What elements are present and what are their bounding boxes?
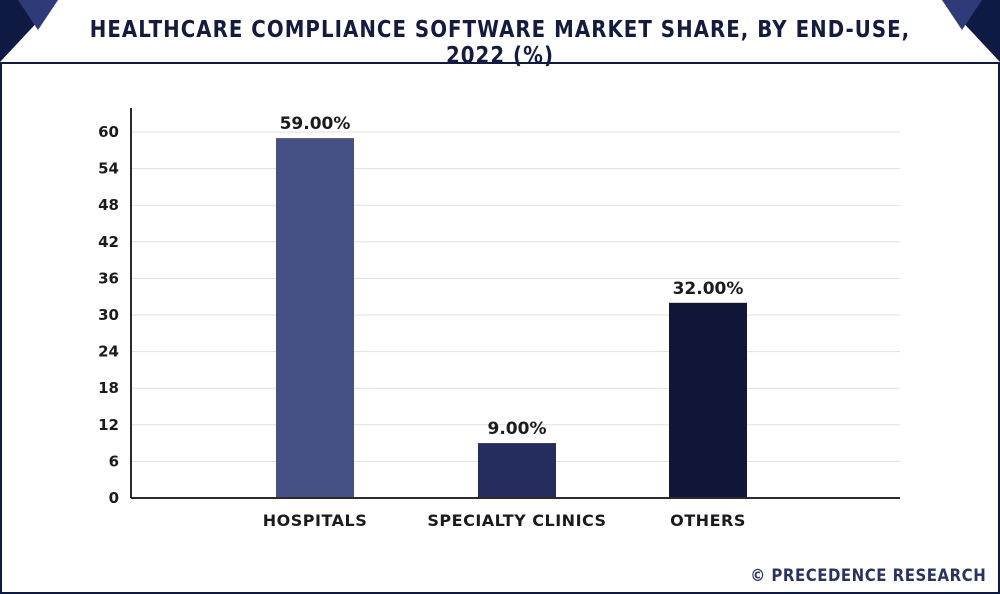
y-tick-label: 6 [109, 452, 119, 470]
bars [276, 138, 747, 498]
y-tick-label: 54 [98, 160, 119, 178]
y-tick-label: 0 [109, 489, 119, 507]
y-tick-label: 36 [98, 269, 119, 287]
data-label: 59.00% [280, 114, 351, 134]
y-tick-label: 48 [98, 196, 119, 214]
corner-decoration-left [0, 0, 58, 62]
category-label: SPECIALTY CLINICS [427, 511, 606, 530]
source-watermark: © PRECEDENCE RESEARCH [749, 566, 986, 586]
chart-header: HEALTHCARE COMPLIANCE SOFTWARE MARKET SH… [0, 0, 1000, 69]
y-axis-ticks: 0 6 12 18 24 30 36 42 48 54 60 [98, 123, 119, 507]
y-tick-label: 12 [98, 416, 119, 434]
data-label: 32.00% [673, 279, 744, 299]
bar-specialty-clinics [478, 443, 556, 498]
bar-others [669, 302, 747, 498]
data-label: 9.00% [488, 419, 547, 439]
chart-title: HEALTHCARE COMPLIANCE SOFTWARE MARKET SH… [89, 17, 911, 69]
data-labels: 59.00% 9.00% 32.00% [280, 114, 744, 439]
y-tick-label: 30 [98, 306, 119, 324]
grid-lines [131, 131, 900, 462]
category-label: OTHERS [670, 511, 746, 530]
y-tick-label: 42 [98, 233, 119, 251]
category-label: HOSPITALS [263, 511, 367, 530]
bar-hospitals [276, 138, 354, 498]
category-labels: HOSPITALS SPECIALTY CLINICS OTHERS [263, 511, 746, 530]
y-tick-label: 60 [98, 123, 119, 141]
y-tick-label: 18 [98, 379, 119, 397]
y-tick-label: 24 [98, 343, 119, 361]
corner-decoration-right [942, 0, 1000, 62]
